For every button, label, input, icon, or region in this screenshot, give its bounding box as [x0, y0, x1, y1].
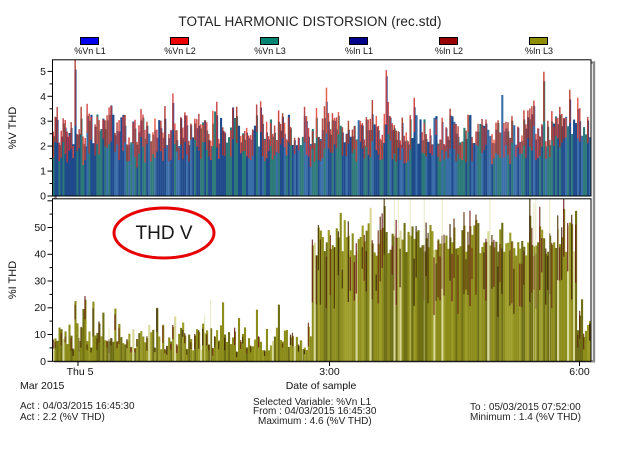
svg-text:0: 0 — [40, 191, 46, 203]
svg-text:50: 50 — [34, 222, 46, 234]
svg-text:5: 5 — [40, 66, 46, 78]
svg-text:6:00: 6:00 — [569, 366, 590, 378]
svg-text:4: 4 — [40, 91, 46, 103]
svg-text:%I THD: %I THD — [7, 261, 19, 299]
svg-text:40: 40 — [34, 249, 46, 261]
svg-text:Mar 2015: Mar 2015 — [20, 380, 65, 392]
svg-text:0: 0 — [40, 356, 46, 368]
svg-text:Thu 5: Thu 5 — [67, 366, 94, 378]
svg-text:20: 20 — [34, 302, 46, 314]
svg-text:2: 2 — [40, 141, 46, 153]
svg-text:1: 1 — [40, 166, 46, 178]
svg-text:Date of sample: Date of sample — [286, 380, 357, 392]
svg-text:3: 3 — [40, 116, 46, 128]
svg-text:3:00: 3:00 — [319, 366, 340, 378]
svg-text:THD V: THD V — [136, 223, 193, 244]
svg-text:30: 30 — [34, 275, 46, 287]
svg-text:%V THD: %V THD — [7, 107, 19, 150]
svg-text:10: 10 — [34, 329, 46, 341]
